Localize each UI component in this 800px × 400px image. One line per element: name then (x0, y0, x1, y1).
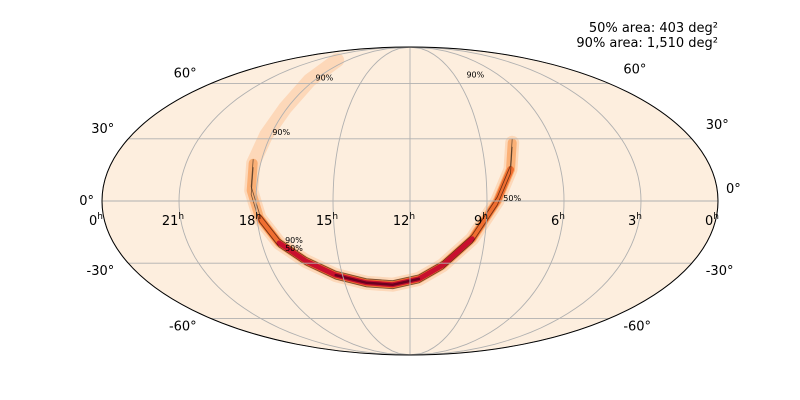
probability-peak-region (334, 273, 421, 286)
dec-tick-label-right: -30° (706, 264, 734, 279)
contour-label-90: 90% (285, 236, 303, 245)
contour-label-90: 90% (272, 128, 290, 137)
area-90-annotation: 90% area: 1,510 deg² (576, 36, 718, 51)
ra-tick-label: 0h (89, 212, 103, 229)
area-50-annotation: 50% area: 403 deg² (589, 21, 718, 36)
ra-tick-unit: h (482, 212, 488, 222)
dec-tick-label-right: 60° (623, 63, 646, 78)
contour-label-50: 50% (285, 244, 303, 253)
ra-tick-unit: h (332, 212, 338, 222)
dec-tick-label-right: 0° (726, 182, 741, 197)
ra-tick-unit: h (636, 212, 642, 222)
ra-tick-unit: h (409, 212, 415, 222)
contour-label-90: 90% (315, 73, 333, 82)
ra-tick-label: 0h (705, 212, 719, 229)
dec-tick-label-left: 0° (79, 194, 94, 209)
ra-tick-unit: h (713, 212, 719, 222)
contour-90-edge-b (250, 138, 513, 282)
contour-label-50: 50% (503, 194, 521, 203)
map-border (101, 46, 719, 356)
ra-tick-unit: h (559, 212, 565, 222)
ra-tick-unit: h (97, 212, 103, 222)
ra-tick-unit: h (178, 212, 184, 222)
dec-tick-label-left: -30° (87, 264, 115, 279)
contour-90-edge-a (250, 146, 513, 290)
dec-tick-label-right: 30° (706, 118, 729, 133)
contour-label-90: 90% (466, 71, 484, 80)
map-area: 90%90%90%50%50%90% (101, 46, 719, 356)
dec-tick-label-left: 30° (91, 122, 114, 137)
dec-tick-label-left: 60° (174, 67, 197, 82)
dec-tick-label-left: -60° (169, 319, 197, 334)
ra-tick-unit: h (255, 212, 261, 222)
dec-tick-label-right: -60° (623, 319, 651, 334)
